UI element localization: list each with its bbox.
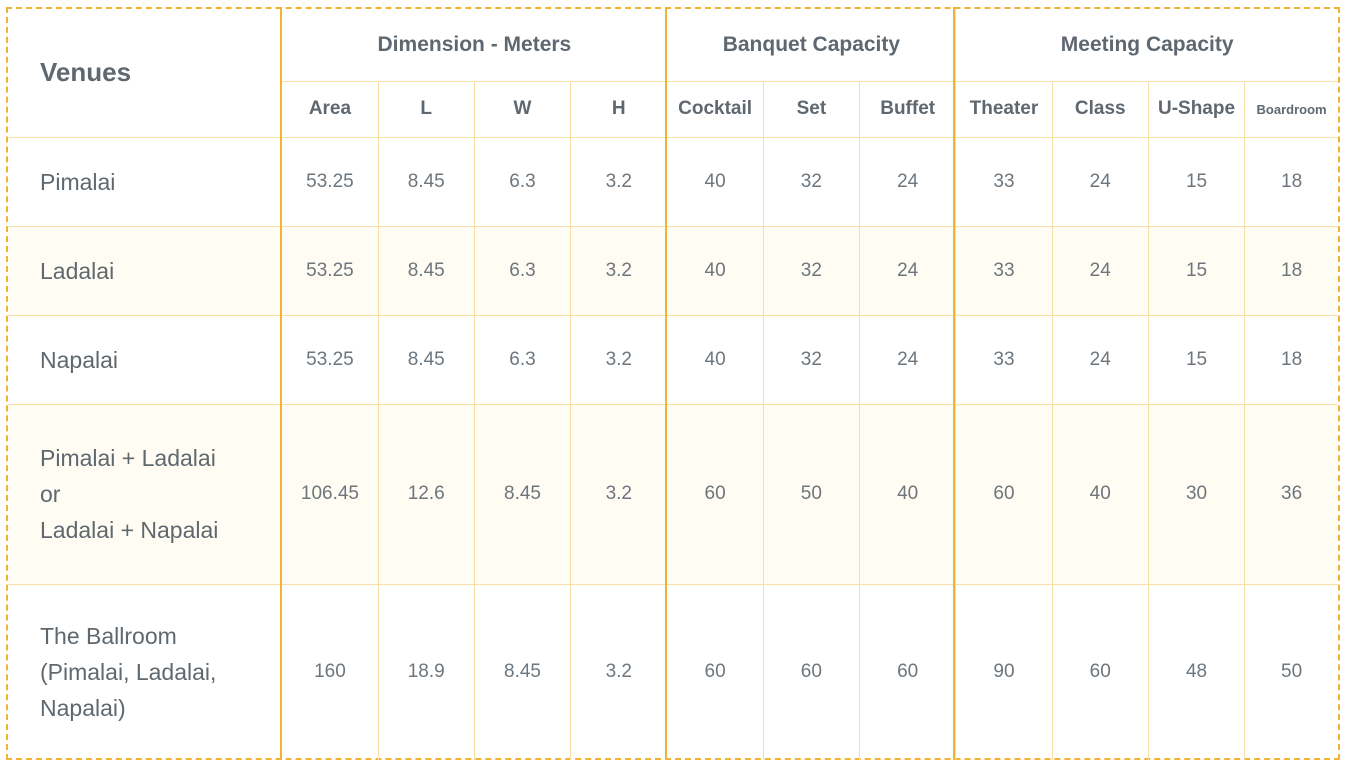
cocktail-cell: 40 (666, 226, 764, 316)
class-cell: 24 (1052, 137, 1149, 227)
table-row: Ladalai 53.25 8.45 6.3 3.2 40 32 24 33 2… (8, 226, 1338, 316)
venue-name: Napalai (8, 315, 283, 405)
column-header-cocktail: Cocktail (666, 81, 764, 138)
column-header-length: L (378, 81, 475, 138)
set-cell: 32 (763, 315, 861, 405)
boardroom-cell: 50 (1281, 661, 1303, 683)
buffet-cell: 24 (859, 315, 957, 405)
width-cell: 8.45 (474, 404, 572, 585)
width-cell: 8.45 (474, 584, 572, 760)
set-cell: 50 (763, 404, 861, 585)
boardroom-cell: 18 (1244, 226, 1338, 316)
class-cell: 24 (1052, 226, 1149, 316)
height-cell: 3.2 (570, 404, 668, 585)
theater-cell: 90 (955, 584, 1053, 760)
class-cell: 60 (1052, 584, 1149, 760)
u-shape-cell: 48 (1148, 584, 1246, 760)
theater-cell: 33 (955, 137, 1053, 227)
u-shape-cell: 30 (1148, 404, 1246, 585)
column-header-boardroom: Boardroom (1244, 81, 1338, 138)
length-cell: 18.9 (378, 584, 475, 760)
buffet-cell: 24 (859, 226, 957, 316)
column-header-width: W (474, 81, 572, 138)
theater-cell: 60 (955, 404, 1053, 585)
length-cell: 8.45 (378, 137, 475, 227)
height-cell: 3.2 (570, 137, 668, 227)
column-header-buffet: Buffet (859, 81, 957, 138)
column-header-area: Area (281, 81, 379, 138)
venue-capacity-table: Venues Dimension - Meters Banquet Capaci… (8, 9, 1338, 760)
set-cell: 60 (763, 584, 861, 760)
height-cell: 3.2 (570, 315, 668, 405)
area-cell: 106.45 (281, 404, 379, 585)
width-cell: 6.3 (474, 137, 572, 227)
length-cell: 8.45 (378, 315, 475, 405)
banquet-group-divider (953, 7, 955, 760)
area-cell: 160 (281, 584, 379, 760)
column-header-class: Class (1052, 81, 1149, 138)
boardroom-cell: 18 (1244, 137, 1338, 227)
cocktail-cell: 40 (666, 137, 764, 227)
area-cell: 53.25 (281, 315, 379, 405)
class-cell: 24 (1052, 315, 1149, 405)
column-header-height: H (570, 81, 668, 138)
length-cell: 12.6 (378, 404, 475, 585)
area-cell: 53.25 (281, 226, 379, 316)
buffet-cell: 24 (859, 137, 957, 227)
venue-name: Pimalai (8, 137, 283, 227)
u-shape-cell: 15 (1148, 315, 1246, 405)
meeting-group-header: Meeting Capacity (955, 9, 1338, 82)
buffet-cell: 40 (859, 404, 957, 585)
area-cell: 53.25 (281, 137, 379, 227)
cocktail-cell: 40 (666, 315, 764, 405)
venue-name: Pimalai + Ladalai or Ladalai + Napalai (8, 404, 283, 585)
set-cell: 32 (763, 226, 861, 316)
height-cell: 3.2 (570, 226, 668, 316)
width-cell: 6.3 (474, 226, 572, 316)
width-cell: 6.3 (474, 315, 572, 405)
banquet-group-header: Banquet Capacity (666, 9, 957, 82)
column-header-u-shape: U-Shape (1148, 81, 1246, 138)
dimension-group-divider (665, 7, 667, 760)
venue-name: The Ballroom (Pimalai, Ladalai, Napalai) (8, 584, 283, 760)
set-cell: 32 (763, 137, 861, 227)
cocktail-cell: 60 (666, 584, 764, 760)
boardroom-cell: 36 (1244, 404, 1338, 585)
venues-column-divider (280, 7, 282, 760)
column-header-set: Set (763, 81, 861, 138)
column-header-theater: Theater (955, 81, 1053, 138)
table-row: Pimalai 53.25 8.45 6.3 3.2 40 32 24 33 2… (8, 137, 1338, 227)
buffet-cell: 60 (859, 584, 957, 760)
cocktail-cell: 60 (666, 404, 764, 585)
class-cell: 40 (1052, 404, 1149, 585)
venues-header: Venues (8, 9, 283, 138)
length-cell: 8.45 (378, 226, 475, 316)
theater-cell: 33 (955, 226, 1053, 316)
venue-name: Ladalai (8, 226, 283, 316)
u-shape-cell: 15 (1148, 226, 1246, 316)
height-cell: 3.2 (570, 584, 668, 760)
dimension-group-header: Dimension - Meters (281, 9, 668, 82)
boardroom-cell: 18 (1244, 315, 1338, 405)
table-row: Pimalai + Ladalai or Ladalai + Napalai 1… (8, 404, 1338, 585)
u-shape-cell: 15 (1148, 137, 1246, 227)
table-row: The Ballroom (Pimalai, Ladalai, Napalai)… (8, 584, 1338, 760)
table-row: Napalai 53.25 8.45 6.3 3.2 40 32 24 33 2… (8, 315, 1338, 405)
theater-cell: 33 (955, 315, 1053, 405)
